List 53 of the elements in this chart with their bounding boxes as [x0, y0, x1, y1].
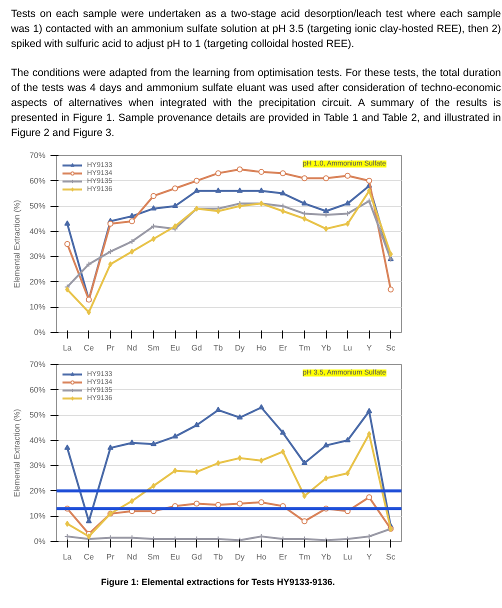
- x-tick-label: Lu: [343, 344, 352, 353]
- y-tick-label: 50%: [29, 202, 46, 211]
- text: Tests on each sample were undertaken as a two-stage acid desorption/leach test where each sample was 1) contacted with an ammonium sulfate solution at pH 3.5 (targeting ionic clay-hosted REE), then 2) spiked with sulfuric acid to adjust pH to 1 (targeting colloidal hosted REE).: [11, 7, 501, 52]
- x-tick-label: Ho: [256, 552, 268, 562]
- x-tick-label: Gd: [191, 552, 202, 562]
- y-axis-title: Elemental Extraction (%): [12, 200, 22, 288]
- x-tick-label: Ho: [256, 344, 268, 353]
- y-tick-label: 60%: [29, 386, 46, 395]
- x-tick-label: Er: [278, 344, 288, 353]
- x-tick-label: Eu: [170, 552, 180, 562]
- x-tick-label: Tm: [298, 344, 311, 353]
- x-tick-label: Nd: [126, 552, 138, 562]
- x-tick-label: Ce: [84, 344, 95, 353]
- y-tick-label: 30%: [29, 252, 46, 262]
- x-tick-label: Tb: [214, 344, 224, 353]
- x-tick-label: Yb: [321, 552, 332, 562]
- y-tick-label: 70%: [29, 151, 46, 160]
- x-tick-label: Sc: [386, 552, 396, 562]
- text: The conditions were adapted from the learning from optimisation tests. For these tests, the total duration of the tests was 4 days and ammonium sulfate eluant was used after consideration of techno-economic aspects of alternatives when integrated with the precipitation circuit. A summary of the results is presented in Figure 1. Sample provenance details are provided in Table 1 and Table 2, and illustrated in Figure 2 and Figure 3.: [11, 66, 501, 142]
- x-tick-label: Nd: [126, 344, 138, 353]
- x-tick-label: Tb: [214, 552, 224, 562]
- x-tick-label: Yb: [321, 344, 332, 353]
- x-tick-label: Eu: [170, 344, 180, 353]
- y-tick-label: 40%: [29, 436, 46, 446]
- x-tick-label: Y: [366, 552, 372, 562]
- x-tick-label: Dy: [234, 344, 245, 353]
- x-tick-label: Er: [278, 552, 288, 562]
- x-tick-label: Dy: [234, 552, 245, 562]
- y-tick-label: 30%: [29, 461, 46, 470]
- y-tick-label: 40%: [29, 227, 46, 236]
- y-tick-label: 10%: [29, 302, 46, 312]
- y-tick-label: 50%: [29, 410, 46, 420]
- y-axis-title: Elemental Extraction (%): [12, 408, 22, 498]
- x-tick-label: Ce: [84, 552, 95, 562]
- x-tick-label: Y: [366, 344, 372, 353]
- y-tick-label: 0%: [34, 328, 46, 338]
- y-tick-label: 20%: [29, 278, 46, 287]
- x-tick-label: Lu: [343, 552, 352, 562]
- x-tick-label: Sm: [148, 344, 160, 353]
- y-tick-label: 10%: [29, 512, 46, 521]
- x-tick-label: Pr: [106, 552, 115, 562]
- y-tick-label: 60%: [29, 176, 46, 186]
- caption: Figure 1: Elemental extractions for Tests HY9133-9136.: [101, 576, 335, 590]
- x-tick-label: Sm: [148, 552, 160, 562]
- x-tick-label: La: [62, 344, 72, 353]
- x-tick-label: Sc: [386, 344, 396, 353]
- x-tick-label: Pr: [106, 344, 115, 353]
- x-tick-label: Gd: [191, 344, 202, 353]
- y-tick-label: 20%: [29, 486, 46, 496]
- y-tick-label: 0%: [34, 537, 46, 546]
- y-tick-label: 70%: [29, 360, 46, 370]
- x-tick-label: Tm: [298, 552, 311, 562]
- x-tick-label: La: [62, 552, 72, 562]
